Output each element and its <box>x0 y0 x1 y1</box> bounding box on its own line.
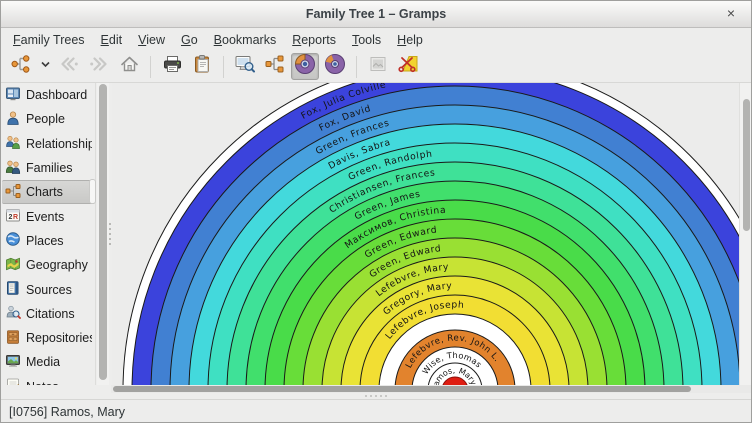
window-title: Family Tree 1 – Gramps <box>306 7 446 21</box>
sidebar-item-label: Places <box>26 234 64 248</box>
sources-icon <box>5 280 21 299</box>
scissors-icon <box>398 54 419 79</box>
menu-reports[interactable]: Reports <box>284 30 344 50</box>
sidebar-item-notes[interactable]: Notes <box>2 375 95 385</box>
print-button[interactable] <box>158 53 186 80</box>
fan-chart-icon <box>294 53 316 80</box>
repositories-icon <box>5 329 21 348</box>
chevron-down-icon <box>40 54 51 79</box>
sidebar-item-dashboard[interactable]: Dashboard <box>2 83 95 107</box>
pedigree-button[interactable] <box>261 53 289 80</box>
sidebar-item-families[interactable]: Families <box>2 156 95 180</box>
family-trees-button[interactable] <box>7 53 35 80</box>
sidebar-item-charts[interactable]: Charts <box>2 180 95 204</box>
fan-chart-svg[interactable]: Ramos, MaryWise, ThomasLefebvre, Rev. Jo… <box>112 83 739 385</box>
sidebar-item-sources[interactable]: Sources <box>2 277 95 301</box>
vscroll-thumb[interactable] <box>743 99 750 231</box>
sidebar-item-label: Families <box>26 161 73 175</box>
charts-icon <box>5 183 21 202</box>
back-button <box>55 53 83 80</box>
menu-family-trees[interactable]: Family Trees <box>5 30 93 50</box>
sidebar-scrollbar-thumb[interactable] <box>99 84 107 380</box>
forward-button <box>85 53 113 80</box>
chart-horizontal-scrollbar[interactable] <box>111 385 752 393</box>
sidebar-item-repositories[interactable]: Repositories <box>2 326 95 350</box>
chevron-down-button[interactable] <box>37 53 53 80</box>
hscroll-thumb[interactable] <box>113 386 691 392</box>
pedigree-icon <box>264 54 286 79</box>
toolbar-separator <box>356 56 357 78</box>
menu-view[interactable]: View <box>130 30 173 50</box>
configure-button[interactable] <box>231 53 259 80</box>
full-fan-chart-icon <box>324 53 346 80</box>
sidebar-item-people[interactable]: People <box>2 107 95 131</box>
sidebar-item-label: Media <box>26 355 60 369</box>
sidebar-item-label: Charts <box>26 185 63 199</box>
status-active-person: [I0756] Ramos, Mary <box>9 405 125 419</box>
sidebar-item-label: People <box>26 112 65 126</box>
home-button[interactable] <box>115 53 143 80</box>
menubar: Family TreesEditViewGoBookmarksReportsTo… <box>1 28 751 51</box>
navigator-sidebar: Dashboard People Relationships Families Char… <box>2 83 96 385</box>
sidebar-item-label: Sources <box>26 283 72 297</box>
sidebar-item-label: Citations <box>26 307 75 321</box>
sidebar-item-places[interactable]: Places <box>2 229 95 253</box>
events-icon: 2R <box>5 207 21 226</box>
clipboard-icon <box>192 54 212 79</box>
titlebar[interactable]: Family Tree 1 – Gramps × <box>1 1 751 28</box>
fan-chart-button[interactable] <box>291 53 319 80</box>
dashboard-icon <box>5 86 21 105</box>
menu-bookmarks[interactable]: Bookmarks <box>206 30 285 50</box>
toolbar <box>1 51 751 83</box>
image-icon <box>368 54 388 79</box>
menu-edit[interactable]: Edit <box>93 30 131 50</box>
notes-icon <box>5 377 21 385</box>
sidebar-item-events[interactable]: 2R Events <box>2 204 95 228</box>
sidebar-item-label: Repositories <box>26 331 92 345</box>
sidebar-item-media[interactable]: Media <box>2 350 95 374</box>
people-icon <box>5 110 21 129</box>
menu-tools[interactable]: Tools <box>344 30 389 50</box>
print-icon <box>162 54 183 79</box>
forward-icon <box>88 54 110 79</box>
menu-go[interactable]: Go <box>173 30 206 50</box>
fan-chart-canvas[interactable]: Ramos, MaryWise, ThomasLefebvre, Rev. Jo… <box>112 83 739 385</box>
relationships-icon <box>5 134 21 153</box>
close-icon[interactable]: × <box>722 5 740 23</box>
menu-help[interactable]: Help <box>389 30 431 50</box>
back-icon <box>58 54 80 79</box>
svg-text:R: R <box>13 214 18 221</box>
configure-icon <box>234 54 256 79</box>
chart-vertical-scrollbar[interactable] <box>739 83 752 385</box>
image-button <box>364 53 392 80</box>
sidebar-item-label: Relationships <box>26 137 92 151</box>
clipboard-button[interactable] <box>188 53 216 80</box>
citations-icon <box>5 304 21 323</box>
splitter-handle[interactable] <box>89 179 96 204</box>
statusbar: [I0756] Ramos, Mary <box>1 399 751 423</box>
toolbar-separator <box>223 56 224 78</box>
family-trees-icon <box>10 54 32 79</box>
gramps-window: Family Tree 1 – Gramps × Family TreesEdi… <box>0 0 752 423</box>
sidebar-item-relationships[interactable]: Relationships <box>2 132 95 156</box>
sidebar-item-label: Notes <box>26 380 59 385</box>
toolbar-separator <box>150 56 151 78</box>
sidebar-item-citations[interactable]: Citations <box>2 302 95 326</box>
families-icon <box>5 159 21 178</box>
sidebar-item-label: Events <box>26 210 64 224</box>
sidebar-item-label: Dashboard <box>26 88 87 102</box>
full-fan-chart-button[interactable] <box>321 53 349 80</box>
scissors-button[interactable] <box>394 53 422 80</box>
home-icon <box>119 54 140 79</box>
sidebar-item-geography[interactable]: Geography <box>2 253 95 277</box>
places-icon <box>5 231 21 250</box>
svg-text:2: 2 <box>9 214 13 221</box>
media-icon <box>5 353 21 372</box>
sidebar-item-label: Geography <box>26 258 88 272</box>
geography-icon <box>5 256 21 275</box>
